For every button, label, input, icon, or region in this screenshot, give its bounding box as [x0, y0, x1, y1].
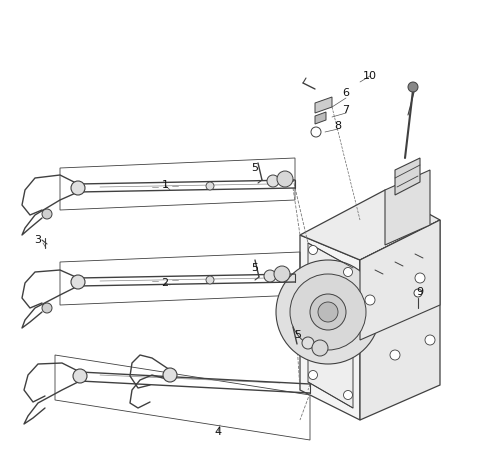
Circle shape	[206, 182, 214, 190]
Circle shape	[311, 127, 321, 137]
Circle shape	[415, 273, 425, 283]
Circle shape	[71, 181, 85, 195]
Circle shape	[42, 303, 52, 313]
Circle shape	[344, 268, 352, 277]
Circle shape	[267, 175, 279, 187]
Circle shape	[277, 171, 293, 187]
Text: 4: 4	[215, 427, 222, 437]
Polygon shape	[300, 190, 440, 260]
Text: 3: 3	[35, 235, 41, 245]
Circle shape	[206, 276, 214, 284]
Circle shape	[309, 370, 317, 379]
Circle shape	[309, 246, 317, 255]
Polygon shape	[360, 220, 440, 340]
Circle shape	[163, 368, 177, 382]
Circle shape	[365, 295, 375, 305]
Circle shape	[302, 337, 314, 349]
Polygon shape	[395, 158, 420, 195]
Circle shape	[73, 369, 87, 383]
Circle shape	[318, 302, 338, 322]
Circle shape	[408, 82, 418, 92]
Circle shape	[264, 270, 276, 282]
Circle shape	[42, 209, 52, 219]
Circle shape	[276, 260, 380, 364]
Polygon shape	[315, 112, 326, 124]
Polygon shape	[360, 220, 440, 420]
Polygon shape	[315, 97, 332, 113]
Text: 9: 9	[417, 287, 423, 297]
Circle shape	[414, 289, 422, 297]
Polygon shape	[300, 235, 360, 420]
Circle shape	[390, 350, 400, 360]
Circle shape	[310, 294, 346, 330]
Text: 5: 5	[295, 330, 301, 340]
Text: 5: 5	[252, 263, 259, 273]
Polygon shape	[385, 170, 430, 245]
Text: 1: 1	[161, 180, 168, 190]
Circle shape	[425, 335, 435, 345]
Circle shape	[344, 390, 352, 399]
Text: 6: 6	[343, 88, 349, 98]
Text: 10: 10	[363, 71, 377, 81]
Polygon shape	[308, 243, 353, 408]
Circle shape	[274, 266, 290, 282]
Text: 2: 2	[161, 278, 168, 288]
Circle shape	[312, 340, 328, 356]
Text: 7: 7	[342, 105, 349, 115]
Circle shape	[71, 275, 85, 289]
Circle shape	[290, 274, 366, 350]
Text: 5: 5	[252, 163, 259, 173]
Text: 8: 8	[335, 121, 342, 131]
